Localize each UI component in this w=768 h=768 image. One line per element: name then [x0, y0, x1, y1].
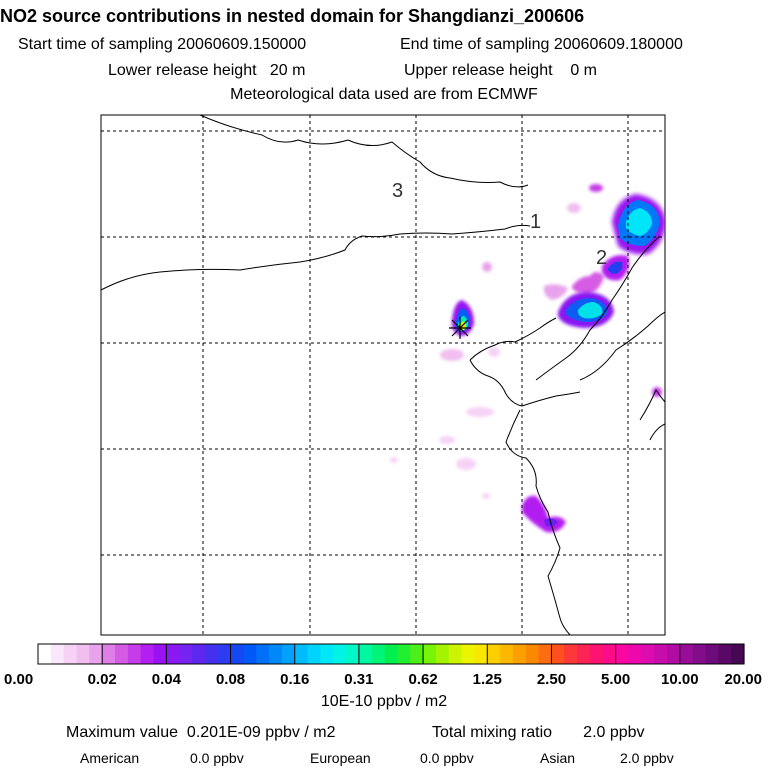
- colorbar-cell: [230, 644, 244, 664]
- max-value-text: Maximum value 0.201E-09 ppbv / m2: [66, 724, 336, 741]
- colorbar-cell: [500, 644, 514, 664]
- colorbar-tick-label: 20.00: [724, 671, 762, 688]
- colorbar-cell: [731, 644, 745, 664]
- colorbar-cell: [294, 644, 309, 664]
- colorbar-cell: [615, 644, 630, 664]
- colorbar-cell: [525, 644, 540, 664]
- colorbar-cell: [217, 644, 232, 664]
- region-label-3: 3: [392, 180, 403, 202]
- colorbar-labels: 0.00 0.02 0.04 0.08 0.16 0.31 0.62 1.25 2.50 5.00…: [4, 671, 762, 688]
- colorbar-cell: [243, 644, 257, 664]
- map-frame: [100, 114, 666, 636]
- colorbar-cell: [38, 644, 52, 664]
- lower-release-text: Lower release height 20 m: [108, 62, 306, 79]
- colorbar-tick-label: 0.62: [408, 671, 437, 688]
- colorbar-tick-label: 0.31: [344, 671, 373, 688]
- american-value: 0.0 ppbv: [190, 750, 244, 766]
- colorbar-cell: [679, 644, 694, 664]
- european-value: 0.0 ppbv: [420, 750, 474, 766]
- colorbar-cell: [307, 644, 321, 664]
- colorbar-cell: [461, 644, 476, 664]
- colorbar: [38, 644, 745, 664]
- colorbar-cell: [127, 644, 142, 664]
- colorbar-cell: [628, 644, 642, 664]
- chart-title: NO2 source contributions in nested domai…: [0, 6, 585, 26]
- colorbar-cell: [705, 644, 719, 664]
- colorbar-tick-label: 0.16: [280, 671, 309, 688]
- asian-value: 2.0 ppbv: [620, 750, 674, 766]
- end-sampling-text: End time of sampling 20060609.180000: [400, 36, 683, 53]
- colorbar-cell: [589, 644, 604, 664]
- colorbar-cell: [346, 644, 360, 664]
- colorbar-cell: [384, 644, 399, 664]
- colorbar-cell: [564, 644, 578, 664]
- colorbar-cell: [371, 644, 386, 664]
- region-label-1: 1: [530, 211, 541, 233]
- colorbar-cell: [115, 644, 129, 664]
- colorbar-tick-label: 2.50: [537, 671, 566, 688]
- colorbar-cell: [397, 644, 411, 664]
- meteo-text: Meteorological data used are from ECMWF: [230, 86, 538, 103]
- colorbar-cell: [577, 644, 591, 664]
- colorbar-cell: [692, 644, 707, 664]
- colorbar-cell: [140, 644, 155, 664]
- colorbar-cell: [666, 644, 681, 664]
- colorbar-cell: [166, 644, 180, 664]
- colorbar-tick-label: 5.00: [601, 671, 630, 688]
- colorbar-tick-label: 0.08: [216, 671, 245, 688]
- colorbar-cell: [179, 644, 193, 664]
- grid-lines: [101, 115, 665, 635]
- colorbar-cell: [448, 644, 463, 664]
- colorbar-cell: [192, 644, 206, 664]
- colorbar-cell: [256, 644, 270, 664]
- colorbar-tick-label: 1.25: [473, 671, 502, 688]
- colorbar-cell: [269, 644, 283, 664]
- colorbar-cell: [358, 644, 373, 664]
- upper-release-text: Upper release height 0 m: [404, 62, 597, 79]
- colorbar-cell: [204, 644, 219, 664]
- colorbar-cell: [602, 644, 617, 664]
- colorbar-cell: [102, 644, 116, 664]
- european-label: European: [310, 750, 371, 766]
- colorbar-cell: [538, 644, 553, 664]
- colorbar-cell: [512, 644, 527, 664]
- colorbar-cell: [474, 644, 488, 664]
- colorbar-cell: [487, 644, 501, 664]
- colorbar-cell: [50, 644, 65, 664]
- colorbar-cell: [333, 644, 347, 664]
- start-sampling-text: Start time of sampling 20060609.150000: [18, 36, 307, 53]
- colorbar-tick-label: 10.00: [661, 671, 699, 688]
- units-label: 10E-10 ppbv / m2: [321, 693, 447, 710]
- colorbar-cell: [320, 644, 334, 664]
- colorbar-cell: [423, 644, 437, 664]
- colorbar-tick-label: 0.02: [88, 671, 117, 688]
- colorbar-cell: [63, 644, 78, 664]
- colorbar-cell: [551, 644, 565, 664]
- region-label-2: 2: [596, 247, 607, 269]
- colorbar-cell: [641, 644, 655, 664]
- colorbar-cell: [281, 644, 296, 664]
- colorbar-tick-label: 0.00: [4, 671, 33, 688]
- colorbar-cell: [153, 644, 167, 664]
- plume-ne-mid: [544, 255, 629, 300]
- colorbar-cell: [89, 644, 103, 664]
- colorbar-cell: [76, 644, 90, 664]
- colorbar-cell: [435, 644, 450, 664]
- colorbar-ticks: [37, 644, 745, 664]
- plume-scatter: [390, 184, 662, 499]
- colorbar-cell: [718, 644, 732, 664]
- receptor-marker: [449, 317, 471, 339]
- colorbar-cell: [654, 644, 668, 664]
- asian-label: Asian: [540, 750, 576, 766]
- colorbar-cell: [410, 644, 424, 664]
- american-label: American: [80, 750, 140, 766]
- total-mixing-text: Total mixing ratio 2.0 ppbv: [432, 724, 645, 741]
- colorbar-tick-label: 0.04: [152, 671, 182, 688]
